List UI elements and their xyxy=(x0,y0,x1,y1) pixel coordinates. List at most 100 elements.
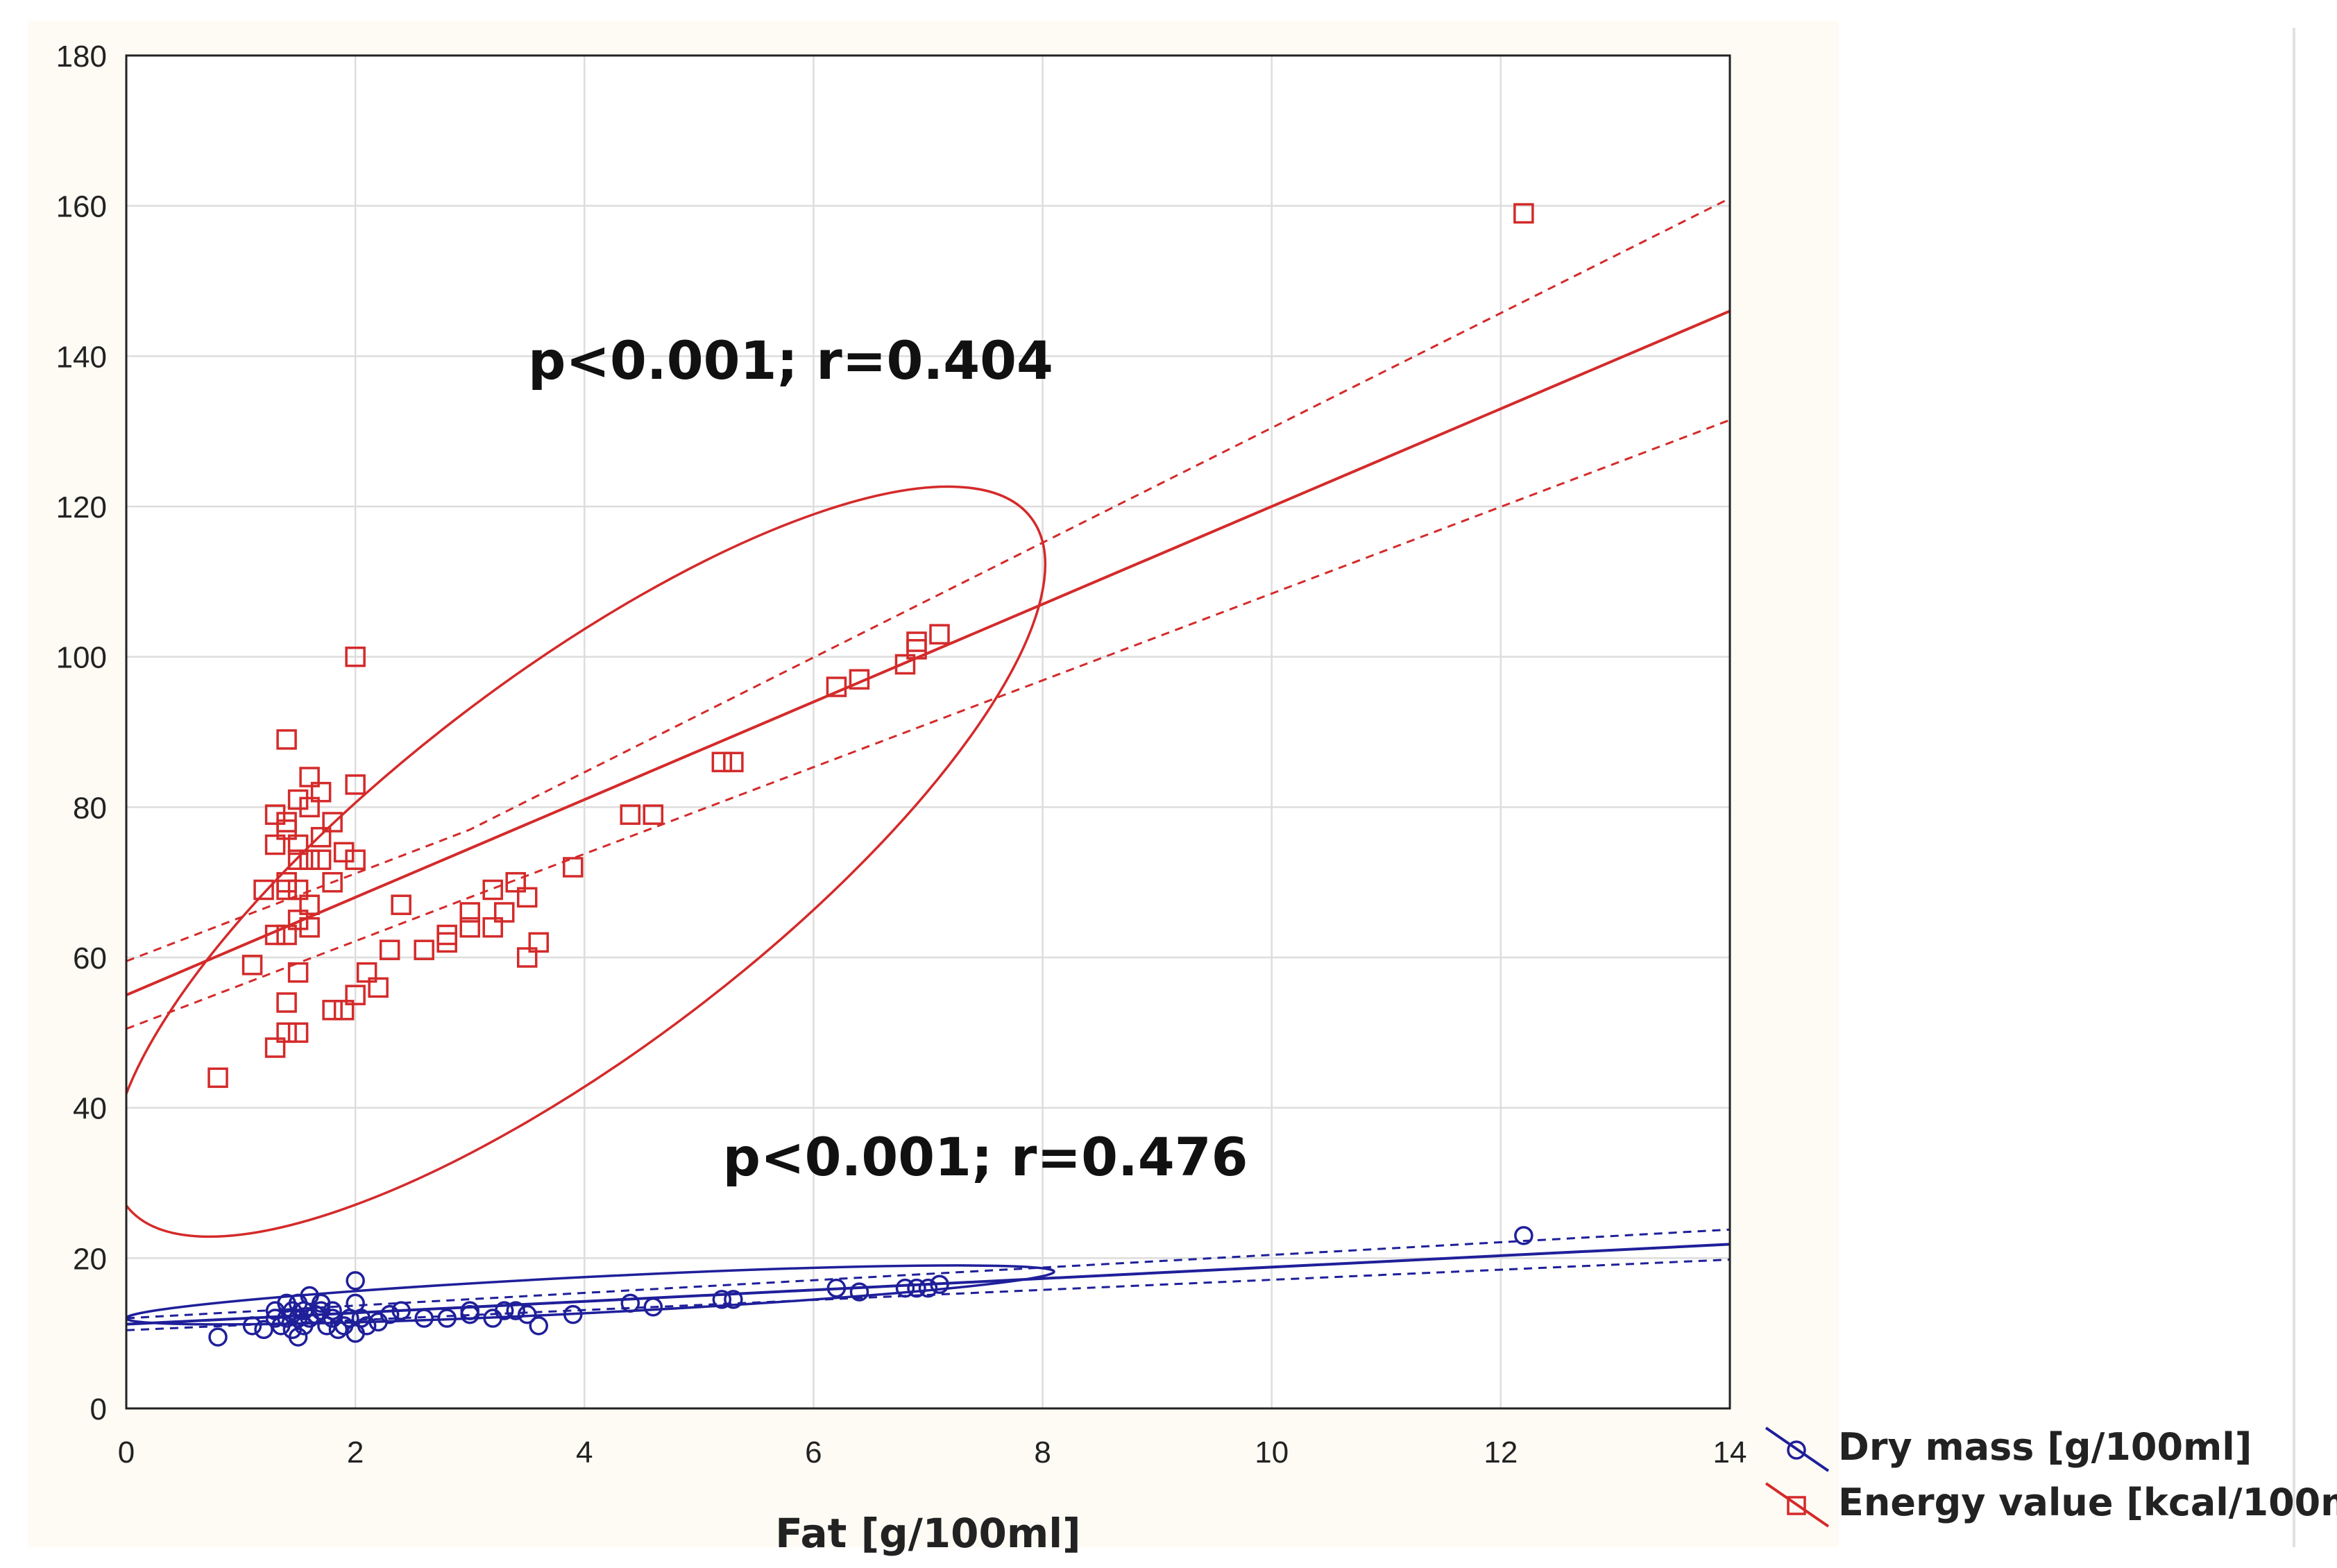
y-tick-label: 20 xyxy=(73,1242,107,1276)
x-tick-label: 0 xyxy=(118,1435,135,1469)
dry-band-upper xyxy=(126,1228,1730,1320)
energy-point xyxy=(345,849,366,870)
dry-point xyxy=(460,1301,479,1320)
energy-point xyxy=(310,849,332,870)
energy-point xyxy=(414,939,434,960)
energy-point xyxy=(826,676,847,697)
energy-point xyxy=(322,812,343,833)
dry-point xyxy=(643,1297,663,1317)
energy-point xyxy=(264,1037,286,1058)
y-tick-label: 100 xyxy=(56,641,107,675)
energy-regression-line xyxy=(126,309,1730,997)
data-points xyxy=(207,203,1534,1347)
dry-point xyxy=(930,1275,949,1294)
dry-point xyxy=(437,1309,457,1328)
dry-point xyxy=(826,1278,847,1298)
energy-point xyxy=(345,985,366,1005)
energy-band-lower xyxy=(126,418,1730,1030)
energy-point xyxy=(322,1000,343,1021)
plot-area xyxy=(126,56,1730,1408)
energy-point xyxy=(276,812,297,833)
energy-point xyxy=(276,924,297,946)
energy-point xyxy=(299,894,320,915)
y-tick-label: 140 xyxy=(56,340,107,374)
x-tick-label: 6 xyxy=(805,1435,822,1469)
energy-point xyxy=(287,834,309,855)
dry-band-lower xyxy=(126,1259,1730,1331)
energy-legend-marker xyxy=(1787,1496,1806,1515)
x-tick-label: 4 xyxy=(576,1435,593,1469)
energy-point xyxy=(723,751,744,773)
energy-point xyxy=(1513,203,1534,224)
ellipses xyxy=(126,485,1055,1326)
dry-point xyxy=(518,1304,537,1324)
dry-point xyxy=(849,1282,869,1302)
energy-point xyxy=(929,624,950,645)
energy-point xyxy=(517,887,538,908)
dry-point xyxy=(724,1290,743,1309)
y-tick-label: 120 xyxy=(56,491,107,525)
dry-point xyxy=(254,1320,273,1339)
energy-point xyxy=(299,767,320,787)
energy-point xyxy=(322,871,343,893)
energy-point xyxy=(356,962,377,983)
dry-point xyxy=(323,1301,342,1320)
legend: Dry mass [g/100ml] Energy value [kcal/100… xyxy=(1765,1425,2337,1528)
energy-legend-label: Energy value [kcal/100ml] xyxy=(1838,1481,2337,1524)
energy-point xyxy=(459,917,480,938)
energy-legend-line xyxy=(1765,1482,1830,1528)
dry-legend-label: Dry mass [g/100ml] xyxy=(1838,1425,2252,1469)
dry-point xyxy=(620,1293,640,1313)
x-tick-label: 2 xyxy=(347,1435,364,1469)
energy-point xyxy=(287,910,309,930)
energy-point xyxy=(528,932,550,953)
energy-point xyxy=(287,962,309,983)
dry-point xyxy=(1514,1226,1533,1245)
energy-point xyxy=(299,917,320,938)
dry-point xyxy=(494,1301,514,1320)
x-axis-title: Fat [g/100ml] xyxy=(775,1510,1080,1557)
energy-point xyxy=(310,781,332,803)
dry-point xyxy=(529,1316,549,1336)
energy-point xyxy=(849,669,870,690)
energy-point xyxy=(493,902,515,923)
energy-point xyxy=(333,842,355,863)
dry-annotation: p<0.001; r=0.476 xyxy=(723,1126,1248,1188)
energy-point xyxy=(264,834,286,855)
x-tick-label: 12 xyxy=(1484,1435,1518,1469)
energy-point xyxy=(276,992,297,1013)
x-tick-label: 14 xyxy=(1713,1435,1747,1469)
energy-point xyxy=(482,917,503,938)
energy-point xyxy=(894,654,916,675)
dry-point xyxy=(506,1301,525,1320)
dry-point xyxy=(907,1278,926,1298)
y-tick-label: 40 xyxy=(73,1092,107,1126)
energy-point xyxy=(299,796,320,818)
dry-legend-line xyxy=(1765,1426,1830,1472)
energy-point xyxy=(310,826,332,848)
y-tick-label: 60 xyxy=(73,941,107,975)
x-tick-label: 8 xyxy=(1034,1435,1051,1469)
dry-point xyxy=(288,1327,308,1347)
x-tick-label: 10 xyxy=(1255,1435,1289,1469)
energy-point xyxy=(379,939,400,960)
dry-point xyxy=(918,1278,938,1298)
energy-point xyxy=(436,924,457,946)
dry-point xyxy=(414,1309,434,1328)
dry-point xyxy=(712,1290,732,1309)
dry-point xyxy=(380,1304,400,1324)
energy-point xyxy=(299,849,320,870)
energy-point xyxy=(287,849,309,870)
energy-point xyxy=(391,894,411,915)
energy-point xyxy=(276,1022,297,1043)
energy-point xyxy=(253,879,274,901)
dry-point xyxy=(895,1278,915,1298)
plot-frame xyxy=(125,54,1731,1410)
energy-point xyxy=(287,879,309,901)
dry-legend-marker xyxy=(1787,1440,1806,1460)
energy-point xyxy=(264,924,286,946)
energy-point xyxy=(906,631,927,652)
